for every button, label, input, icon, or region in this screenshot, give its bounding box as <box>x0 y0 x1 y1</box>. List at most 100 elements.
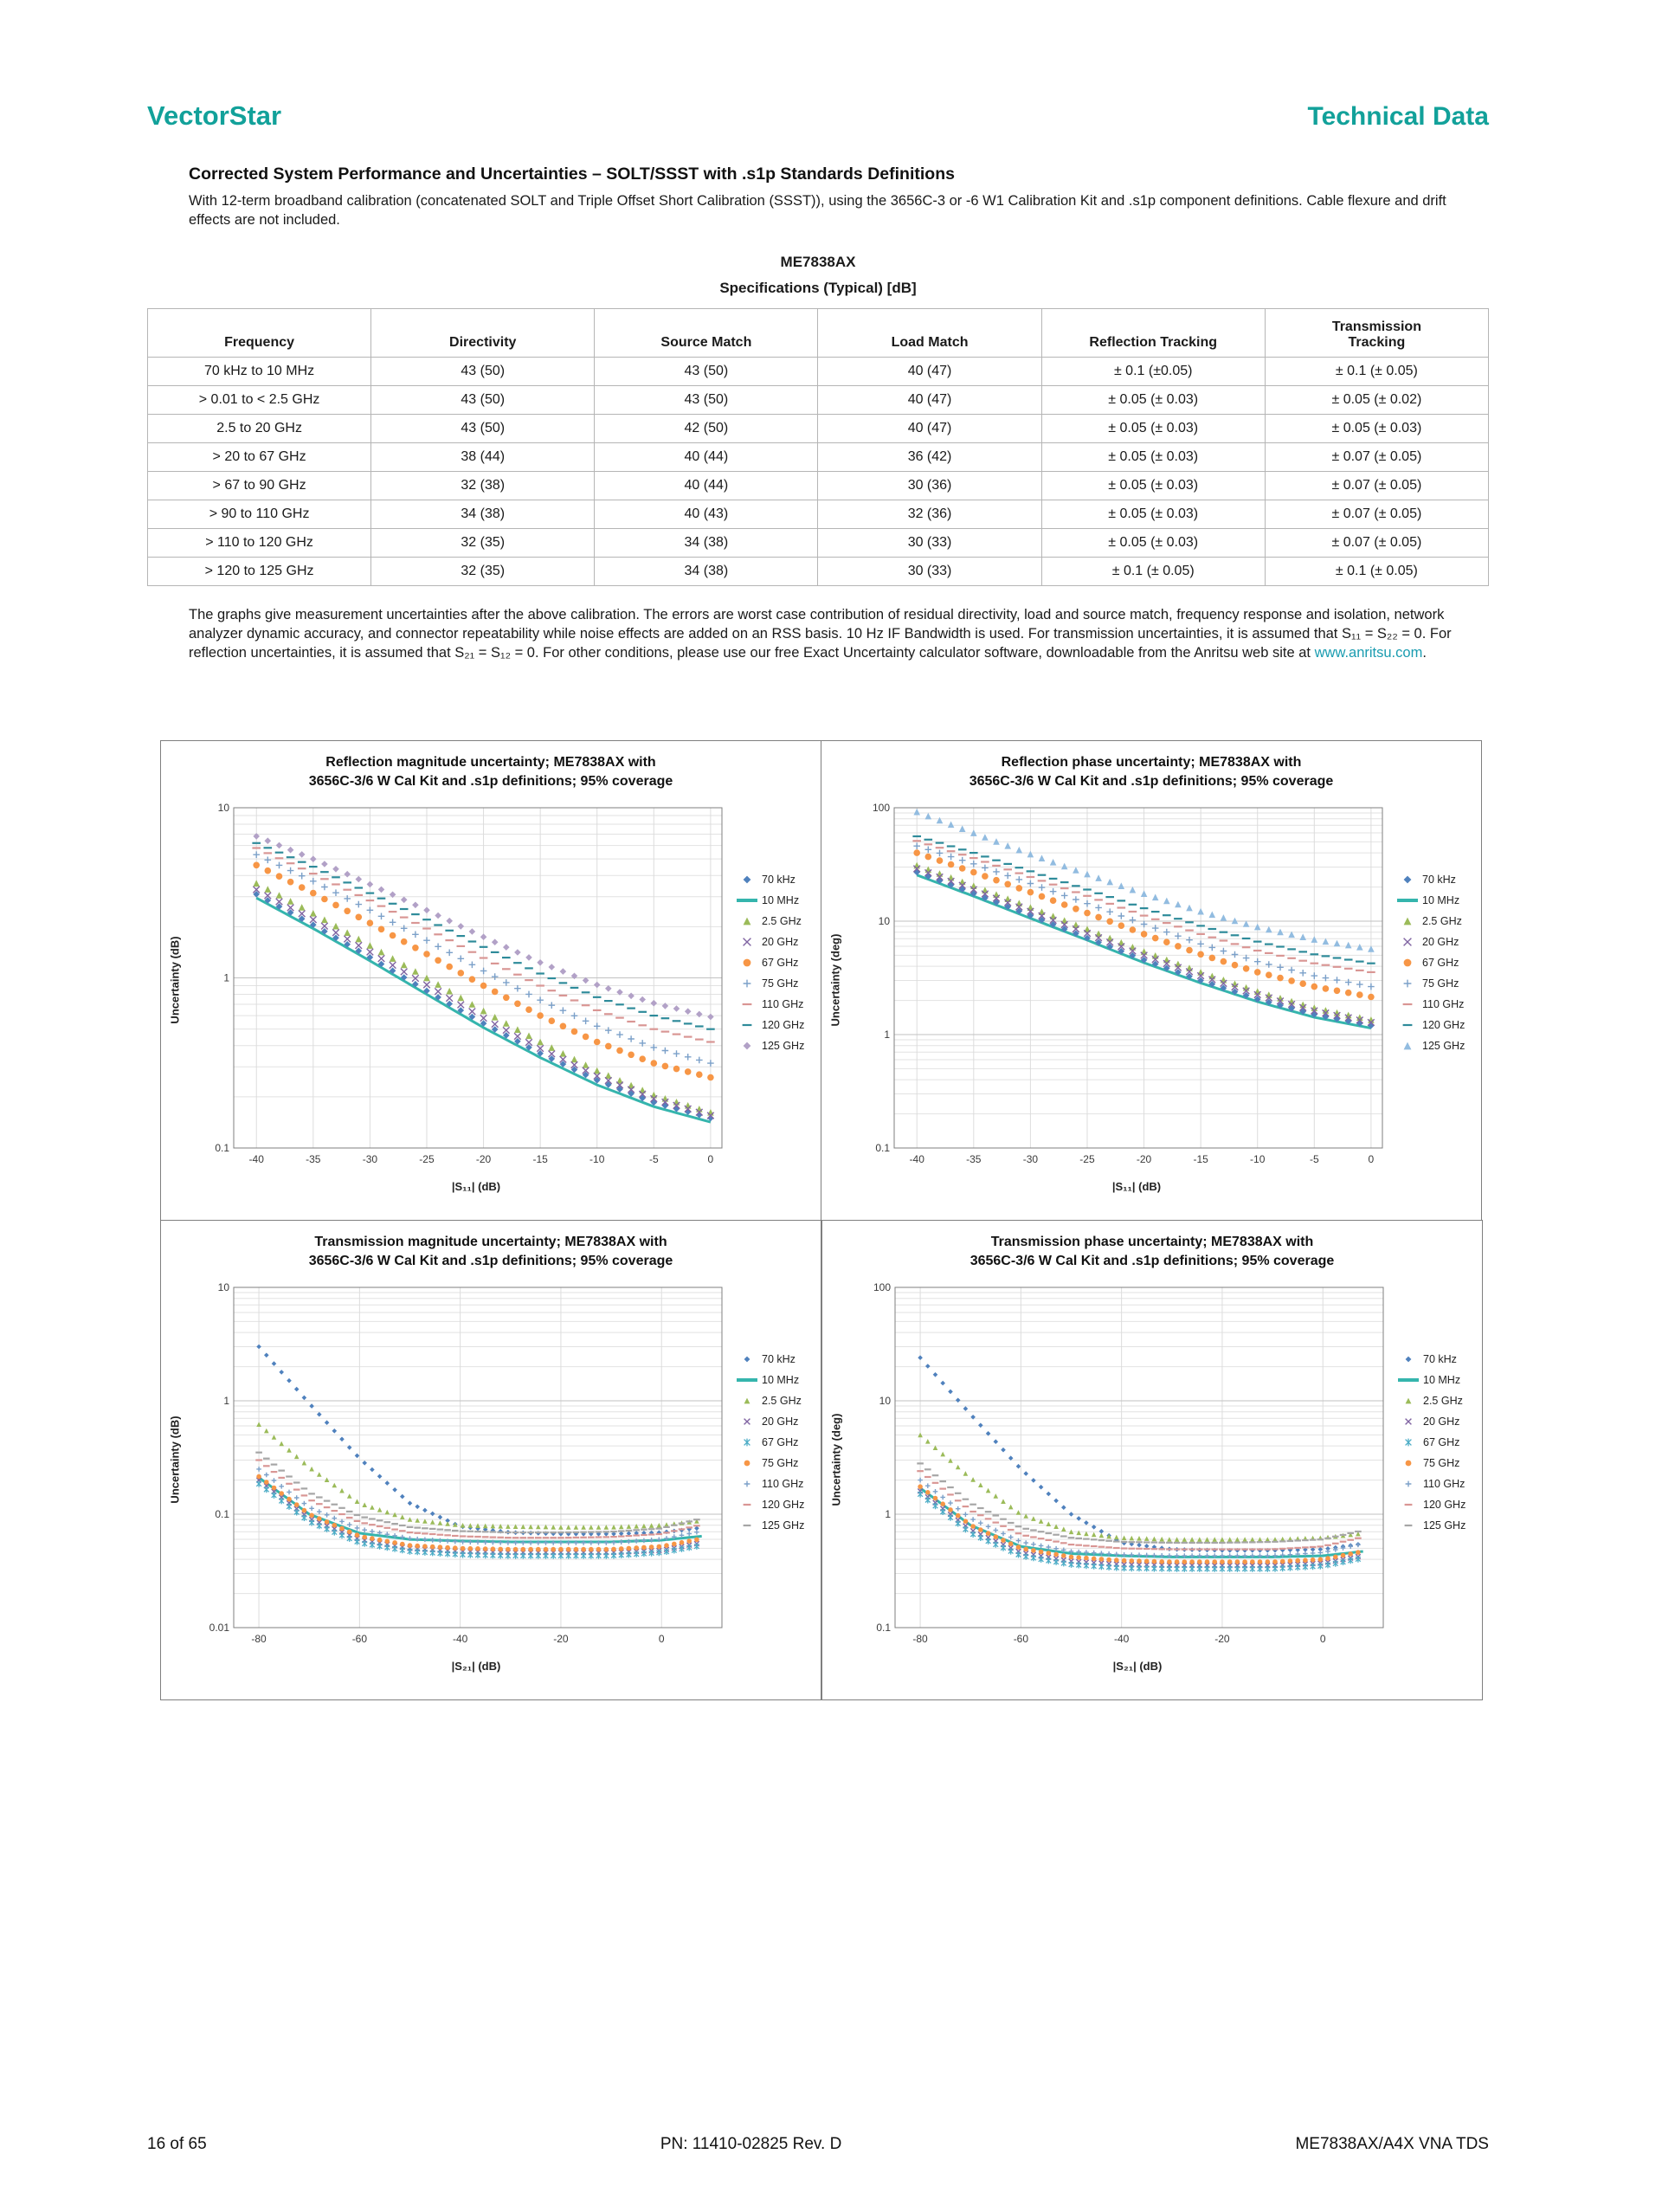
legend-label: 2.5 GHz <box>1423 1395 1463 1407</box>
svg-text:0.1: 0.1 <box>215 1142 229 1154</box>
table-row: > 90 to 110 GHz 34 (38) 40 (43) 32 (36) ± 0.… <box>146 500 1490 529</box>
table-cell: 40 (47) <box>817 357 1042 386</box>
legend-item: 125 GHz <box>736 1035 821 1056</box>
legend-marker-icon <box>1402 1023 1413 1027</box>
table-cell: ± 0.05 (± 0.03) <box>1040 528 1266 558</box>
column-header: Source Match <box>594 308 819 358</box>
legend-label: 70 kHz <box>762 874 796 886</box>
legend-label: 110 GHz <box>762 998 804 1010</box>
legend-marker-icon <box>1405 1418 1412 1425</box>
svg-text:-40: -40 <box>249 1153 265 1165</box>
table-cell: > 90 to 110 GHz <box>146 500 372 529</box>
svg-text:-40: -40 <box>1114 1633 1130 1645</box>
chart-plot: -80 -60 -40 -20 0 0.1 1 10 100 <box>873 1281 1384 1645</box>
legend-item: 70 kHz <box>736 1349 821 1370</box>
svg-text:-30: -30 <box>363 1153 378 1165</box>
legend-label: 20 GHz <box>1423 1416 1460 1428</box>
svg-text:1: 1 <box>223 972 229 984</box>
legend-marker-icon <box>744 1418 750 1425</box>
legend-item: 70 kHz <box>1397 1349 1482 1370</box>
column-header: Load Match <box>817 308 1042 358</box>
svg-text:-20: -20 <box>476 1153 492 1165</box>
chart-panel-transmission-phase: Transmission phase uncertainty; ME7838AX… <box>821 1220 1483 1700</box>
legend-label: 120 GHz <box>1422 1019 1466 1031</box>
legend-item: 70 kHz <box>736 869 821 890</box>
chart-title: Reflection phase uncertainty; ME7838AX w… <box>821 753 1481 790</box>
legend-label: 110 GHz <box>762 1478 804 1490</box>
chart-title-line1: Reflection phase uncertainty; ME7838AX w… <box>1001 755 1302 770</box>
legend-item: 110 GHz <box>736 1474 821 1494</box>
legend-marker-icon <box>743 938 751 946</box>
legend-item: 67 GHz <box>736 1432 821 1453</box>
svg-text:1: 1 <box>885 1508 891 1520</box>
svg-text:0.01: 0.01 <box>209 1622 230 1634</box>
charts-grid: Reflection magnitude uncertainty; ME7838… <box>160 740 1484 1700</box>
svg-text:-35: -35 <box>966 1153 982 1165</box>
table-cell: ± 0.1 (± 0.05) <box>1264 557 1490 586</box>
legend-marker-icon <box>1405 1480 1412 1487</box>
spec-table: Frequency Directivity Source Match Load Mat… <box>146 308 1490 586</box>
legend-marker-icon <box>1405 1397 1412 1404</box>
legend-marker-icon <box>1404 1503 1413 1506</box>
legend-label: 10 MHz <box>762 894 800 906</box>
legend-label: 20 GHz <box>762 1416 799 1428</box>
table-cell: 2.5 to 20 GHz <box>146 414 372 443</box>
legend-item: 75 GHz <box>1397 1453 1482 1474</box>
legend-item: 67 GHz <box>1396 952 1481 973</box>
table-cell: 34 (38) <box>370 500 596 529</box>
table-cell: 34 (38) <box>594 557 819 586</box>
table-cell: > 120 to 125 GHz <box>146 557 372 586</box>
legend-label: 125 GHz <box>762 1519 805 1532</box>
table-cell: > 0.01 to < 2.5 GHz <box>146 385 372 415</box>
legend-marker-icon <box>742 1003 752 1006</box>
chart-panel-reflection-phase: Reflection phase uncertainty; ME7838AX w… <box>821 740 1482 1221</box>
legend-marker-icon <box>744 1356 750 1363</box>
table-cell: 34 (38) <box>594 528 819 558</box>
legend-item: 70 kHz <box>1396 869 1481 890</box>
legend-item: 10 MHz <box>1397 1370 1482 1390</box>
legend-marker-icon <box>1403 875 1412 884</box>
legend-item: 67 GHz <box>1397 1432 1482 1453</box>
legend-item: 20 GHz <box>1396 932 1481 952</box>
svg-text:0.1: 0.1 <box>875 1142 890 1154</box>
legend-marker-icon <box>737 899 757 902</box>
table-cell: 40 (44) <box>594 471 819 500</box>
legend-label: 20 GHz <box>762 936 799 948</box>
svg-text:-40: -40 <box>910 1153 925 1165</box>
chart-legend: 70 kHz 10 MHz 2.5 GHz 20 GHz 67 GHz 75 GHz 110… <box>1397 1349 1482 1536</box>
chart-title-line2: 3656C-3/6 W Cal Kit and .s1p definitions… <box>308 773 673 789</box>
legend-item: 75 GHz <box>736 973 821 994</box>
legend-marker-icon <box>743 1503 751 1506</box>
legend-marker-icon <box>743 958 751 967</box>
legend-marker-icon <box>744 1438 750 1447</box>
table-cell: > 110 to 120 GHz <box>146 528 372 558</box>
svg-text:-15: -15 <box>1193 1153 1208 1165</box>
legend-marker-icon <box>1403 1042 1412 1050</box>
table-row: > 67 to 90 GHz 32 (38) 40 (44) 30 (36) ± 0.0… <box>146 471 1490 500</box>
table-cell: 36 (42) <box>817 442 1042 472</box>
legend-item: 2.5 GHz <box>736 1390 821 1411</box>
svg-text:100: 100 <box>873 802 890 814</box>
table-cell: 40 (43) <box>594 500 819 529</box>
svg-text:100: 100 <box>873 1281 891 1293</box>
table-cell: ± 0.05 (± 0.03) <box>1040 471 1266 500</box>
legend-item: 125 GHz <box>736 1515 821 1536</box>
legend-label: 75 GHz <box>1422 977 1459 990</box>
legend-item: 10 MHz <box>1396 890 1481 911</box>
svg-text:-80: -80 <box>251 1633 267 1645</box>
legend-item: 120 GHz <box>736 1494 821 1515</box>
svg-text:10: 10 <box>879 1395 892 1407</box>
table-cell: > 20 to 67 GHz <box>146 442 372 472</box>
legend-label: 67 GHz <box>762 1436 799 1448</box>
anritsu-link[interactable]: www.anritsu.com <box>1314 644 1423 661</box>
svg-text:-5: -5 <box>649 1153 659 1165</box>
legend-item: 120 GHz <box>1396 1015 1481 1035</box>
legend-marker-icon <box>744 1397 750 1404</box>
column-header: Transmission Tracking <box>1264 308 1490 358</box>
legend-item: 120 GHz <box>1397 1494 1482 1515</box>
chart-title-line1: Transmission magnitude uncertainty; ME78… <box>314 1235 667 1249</box>
table-row: > 0.01 to < 2.5 GHz 43 (50) 43 (50) 40 (47)… <box>146 385 1490 415</box>
svg-text:10: 10 <box>218 1281 230 1293</box>
svg-text:-10: -10 <box>589 1153 605 1165</box>
